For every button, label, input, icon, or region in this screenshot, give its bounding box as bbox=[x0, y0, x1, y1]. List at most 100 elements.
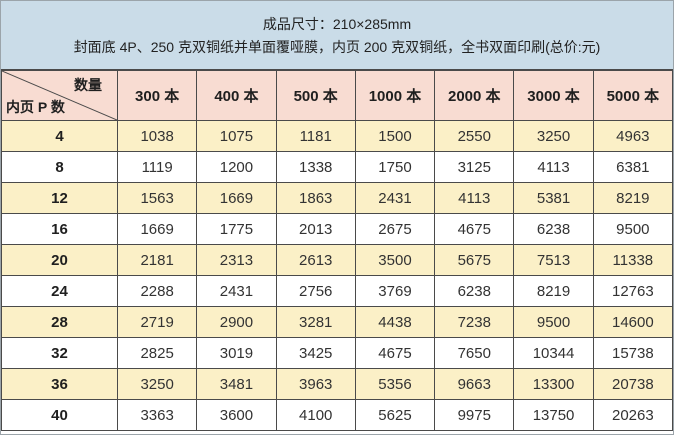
price-cell: 2313 bbox=[196, 244, 277, 276]
price-cell: 10344 bbox=[513, 337, 594, 369]
table-row: 28 2719 2900 3281 4438 7238 9500 14600 bbox=[1, 306, 673, 338]
pages-label: 12 bbox=[1, 182, 118, 214]
price-cell: 4675 bbox=[354, 337, 436, 369]
price-cell: 1669 bbox=[116, 213, 198, 245]
quantity-column-header: 400 本 bbox=[196, 70, 277, 121]
quantity-column-header: 3000 本 bbox=[513, 70, 594, 121]
quantity-column-header: 1000 本 bbox=[354, 70, 436, 121]
price-cell: 2613 bbox=[275, 244, 356, 276]
pages-label: 4 bbox=[1, 120, 118, 152]
price-cell: 3425 bbox=[275, 337, 356, 369]
price-cell: 3769 bbox=[354, 275, 436, 307]
price-cell: 8219 bbox=[513, 275, 594, 307]
quantity-column-header: 2000 本 bbox=[434, 70, 515, 121]
price-cell: 7513 bbox=[513, 244, 594, 276]
price-cell: 2431 bbox=[354, 182, 436, 214]
price-cell: 3019 bbox=[196, 337, 277, 369]
price-cell: 3125 bbox=[434, 151, 515, 183]
table-header-row: 数量 内页 P 数 300 本 400 本 500 本 1000 本 2000 本 300… bbox=[1, 70, 673, 121]
spec-line-size: 成品尺寸：210×285mm bbox=[262, 15, 412, 32]
price-cell: 2181 bbox=[116, 244, 198, 276]
table-row: 8 1119 1200 1338 1750 3125 4113 6381 bbox=[1, 151, 673, 183]
price-cell: 1075 bbox=[196, 120, 277, 152]
price-cell: 9500 bbox=[513, 306, 594, 338]
price-cell: 1669 bbox=[196, 182, 277, 214]
corner-pages-label: 内页 P 数 bbox=[6, 99, 65, 115]
price-cell: 14600 bbox=[592, 306, 673, 338]
pages-label: 20 bbox=[1, 244, 118, 276]
price-cell: 9500 bbox=[592, 213, 673, 245]
price-cell: 1563 bbox=[116, 182, 198, 214]
price-cell: 1338 bbox=[275, 151, 356, 183]
pages-label: 36 bbox=[1, 368, 118, 400]
price-cell: 2756 bbox=[275, 275, 356, 307]
pages-label: 28 bbox=[1, 306, 118, 338]
price-cell: 1750 bbox=[354, 151, 436, 183]
price-cell: 2675 bbox=[354, 213, 436, 245]
price-cell: 5381 bbox=[513, 182, 594, 214]
price-cell: 2719 bbox=[116, 306, 198, 338]
pages-label: 8 bbox=[1, 151, 118, 183]
table-row: 20 2181 2313 2613 3500 5675 7513 11338 bbox=[1, 244, 673, 276]
pages-label: 32 bbox=[1, 337, 118, 369]
price-cell: 7238 bbox=[434, 306, 515, 338]
price-cell: 3600 bbox=[196, 399, 277, 431]
price-cell: 3250 bbox=[513, 120, 594, 152]
price-cell: 2013 bbox=[275, 213, 356, 245]
price-cell: 1181 bbox=[275, 120, 356, 152]
table-row: 40 3363 3600 4100 5625 9975 13750 20263 bbox=[1, 399, 673, 431]
price-cell: 9663 bbox=[434, 368, 515, 400]
table-row: 24 2288 2431 2756 3769 6238 8219 12763 bbox=[1, 275, 673, 307]
spec-header: 成品尺寸：210×285mm 封面底 4P、250 克双铜纸并单面覆哑膜，内页 … bbox=[1, 1, 673, 70]
price-cell: 6381 bbox=[592, 151, 673, 183]
corner-quantity-label: 数量 bbox=[74, 77, 102, 93]
price-cell: 20738 bbox=[592, 368, 673, 400]
price-cell: 2825 bbox=[116, 337, 198, 369]
price-cell: 2288 bbox=[116, 275, 198, 307]
price-cell: 1200 bbox=[196, 151, 277, 183]
table-row: 4 1038 1075 1181 1500 2550 3250 4963 bbox=[1, 120, 673, 152]
quantity-column-header: 5000 本 bbox=[592, 70, 673, 121]
price-cell: 6238 bbox=[513, 213, 594, 245]
pages-label: 24 bbox=[1, 275, 118, 307]
price-cell: 2431 bbox=[196, 275, 277, 307]
price-cell: 3250 bbox=[116, 368, 198, 400]
pages-label: 16 bbox=[1, 213, 118, 245]
price-cell: 2550 bbox=[434, 120, 515, 152]
spec-line-paper: 封面底 4P、250 克双铜纸并单面覆哑膜，内页 200 克双铜纸，全书双面印刷… bbox=[73, 38, 601, 55]
price-cell: 3281 bbox=[275, 306, 356, 338]
price-cell: 12763 bbox=[592, 275, 673, 307]
price-cell: 1500 bbox=[354, 120, 436, 152]
price-cell: 3500 bbox=[354, 244, 436, 276]
price-cell: 4963 bbox=[592, 120, 673, 152]
price-table-body: 4 1038 1075 1181 1500 2550 3250 4963 8 1119 1200 13… bbox=[1, 120, 673, 431]
price-cell: 13300 bbox=[513, 368, 594, 400]
price-cell: 6238 bbox=[434, 275, 515, 307]
price-cell: 1038 bbox=[116, 120, 198, 152]
price-cell: 4438 bbox=[354, 306, 436, 338]
diagonal-line bbox=[2, 71, 117, 120]
quantity-column-header: 500 本 bbox=[275, 70, 356, 121]
price-cell: 13750 bbox=[513, 399, 594, 431]
price-cell: 4675 bbox=[434, 213, 515, 245]
table-row: 16 1669 1775 2013 2675 4675 6238 9500 bbox=[1, 213, 673, 245]
price-cell: 4113 bbox=[434, 182, 515, 214]
price-cell: 3363 bbox=[116, 399, 198, 431]
price-cell: 20263 bbox=[592, 399, 673, 431]
quantity-column-header: 300 本 bbox=[116, 70, 198, 121]
price-cell: 7650 bbox=[434, 337, 515, 369]
price-cell: 15738 bbox=[592, 337, 673, 369]
price-cell: 9975 bbox=[434, 399, 515, 431]
price-cell: 3481 bbox=[196, 368, 277, 400]
pages-label: 40 bbox=[1, 399, 118, 431]
price-cell: 5625 bbox=[354, 399, 436, 431]
price-cell: 8219 bbox=[592, 182, 673, 214]
price-cell: 1119 bbox=[116, 151, 198, 183]
price-cell: 2900 bbox=[196, 306, 277, 338]
price-cell: 1863 bbox=[275, 182, 356, 214]
price-cell: 11338 bbox=[592, 244, 673, 276]
table-row: 36 3250 3481 3963 5356 9663 13300 20738 bbox=[1, 368, 673, 400]
price-cell: 3963 bbox=[275, 368, 356, 400]
price-cell: 4113 bbox=[513, 151, 594, 183]
